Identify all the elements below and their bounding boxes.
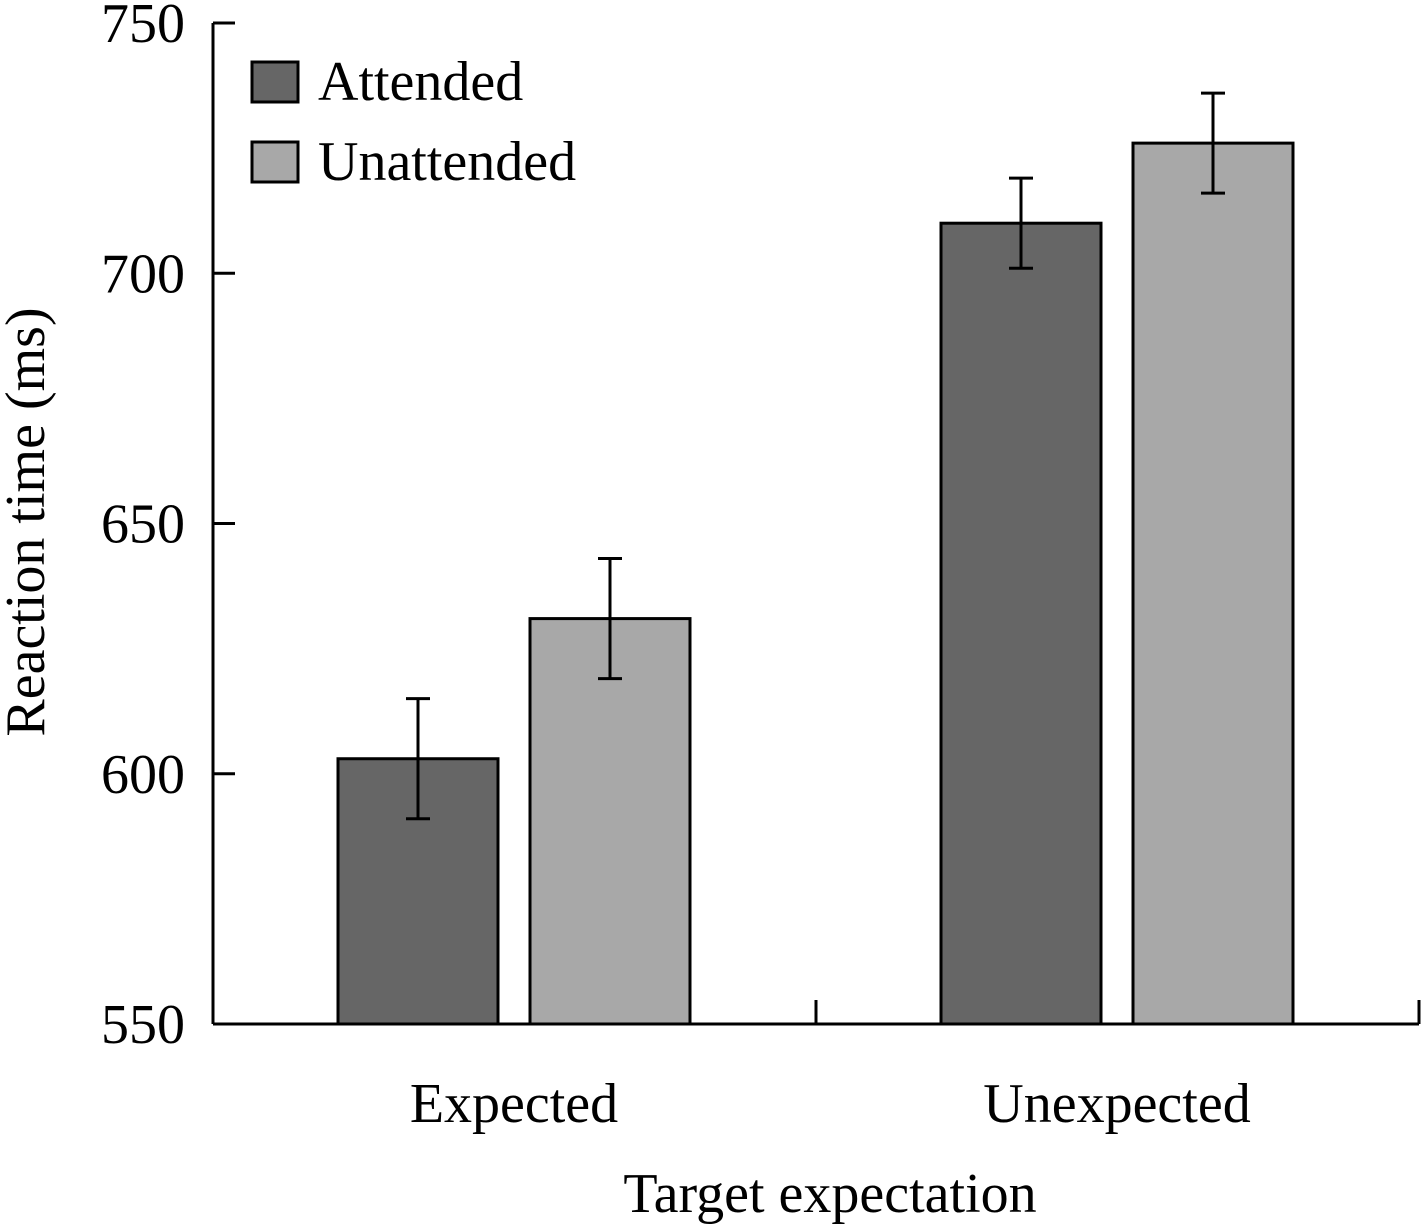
- x-axis-title: Target expectation: [623, 1163, 1036, 1225]
- y-tick-label-650: 650: [101, 494, 185, 556]
- y-axis-title: Reaction time (ms): [0, 307, 57, 736]
- legend-swatch-unattended: [250, 140, 300, 184]
- bar-expected-unattended: [528, 617, 692, 1026]
- legend-swatch-attended: [250, 60, 300, 104]
- legend: Attended Unattended: [250, 51, 576, 193]
- legend-label-attended: Attended: [318, 51, 523, 113]
- axes: 550 600 650 700 750 Expected Unexpected: [101, 0, 1421, 1135]
- y-tick-label-600: 600: [101, 744, 185, 806]
- x-tick-label-unexpected: Unexpected: [983, 1073, 1250, 1135]
- y-tick-label-700: 700: [101, 243, 185, 305]
- x-tick-label-expected: Expected: [410, 1073, 618, 1135]
- y-tick-label-750: 750: [101, 0, 185, 55]
- legend-label-unattended: Unattended: [318, 131, 576, 193]
- y-tick-label-550: 550: [101, 994, 185, 1056]
- bars: [336, 141, 1295, 1026]
- bar-unexpected-attended: [939, 221, 1103, 1026]
- error-bars: [406, 91, 1225, 821]
- bar-unexpected-unattended: [1131, 141, 1295, 1026]
